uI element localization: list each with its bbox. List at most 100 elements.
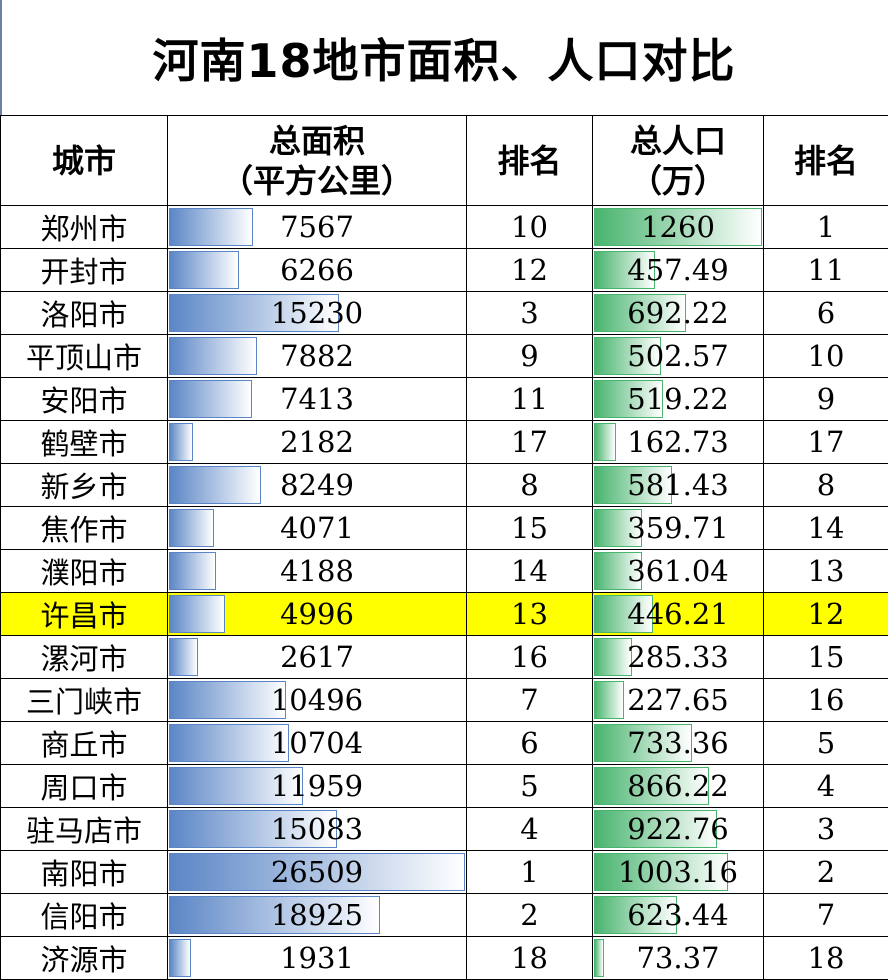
city-cell: 安阳市 [0, 377, 168, 421]
pop-rank-cell: 1 [763, 205, 888, 249]
area-rank-cell-value: 14 [511, 554, 548, 588]
city-cell: 洛阳市 [0, 291, 168, 335]
area-rank-cell: 6 [466, 721, 593, 765]
population-data-bar [594, 294, 686, 332]
area-rank-cell: 7 [466, 678, 593, 722]
pop-rank-cell-value: 14 [807, 511, 845, 545]
area-data-bar [169, 853, 465, 891]
table-row: 南阳市 26509 1 1003.16 2 [0, 850, 888, 894]
area-data-bar [169, 380, 252, 418]
pop-rank-cell-value: 10 [807, 339, 845, 373]
pop-rank-cell: 3 [763, 807, 888, 851]
area-cell-value: 4071 [280, 511, 354, 545]
pop-rank-cell-value: 9 [816, 382, 836, 416]
population-data-bar [594, 681, 624, 719]
population-cell: 502.57 [592, 334, 764, 378]
area-cell: 1931 [167, 936, 467, 980]
population-cell-value: 692.22 [627, 296, 729, 330]
area-cell: 4188 [167, 549, 467, 593]
area-rank-cell: 3 [466, 291, 593, 335]
population-cell: 519.22 [592, 377, 764, 421]
area-data-bar [169, 681, 286, 719]
area-data-bar [169, 423, 193, 461]
pop-rank-cell-value: 11 [807, 253, 845, 287]
area-rank-cell: 10 [466, 205, 593, 249]
city-cell-value: 郑州市 [40, 212, 128, 246]
pop-rank-cell: 4 [763, 764, 888, 808]
area-cell-value: 11959 [270, 769, 364, 803]
pop-rank-cell-value: 18 [807, 941, 845, 975]
pop-rank-cell: 13 [763, 549, 888, 593]
city-cell-value: 商丘市 [40, 728, 128, 762]
area-cell: 4071 [167, 506, 467, 550]
area-data-bar [169, 939, 191, 977]
area-cell: 7567 [167, 205, 467, 249]
area-rank-cell: 2 [466, 893, 593, 937]
area-cell-value: 2617 [280, 640, 354, 674]
city-cell-value: 开封市 [40, 255, 128, 289]
city-cell-value: 周口市 [40, 771, 128, 805]
city-cell-value: 漯河市 [40, 642, 128, 676]
population-cell-value: 922.76 [627, 812, 729, 846]
area-rank-cell-value: 12 [511, 253, 548, 287]
area-rank-cell-value: 2 [520, 898, 539, 932]
area-rank-cell: 17 [466, 420, 593, 464]
area-rank-cell: 12 [466, 248, 593, 292]
area-cell: 15230 [167, 291, 467, 335]
area-cell: 26509 [167, 850, 467, 894]
population-cell-value: 502.57 [627, 339, 729, 373]
area-data-bar [169, 509, 214, 547]
population-cell-value: 73.37 [636, 941, 720, 975]
table-row: 许昌市 4996 13 446.21 12 [0, 592, 888, 636]
city-cell: 济源市 [0, 936, 168, 980]
population-data-bar [594, 724, 692, 762]
table-row: 安阳市 7413 11 519.22 9 [0, 377, 888, 421]
population-cell: 866.22 [592, 764, 764, 808]
area-cell-value: 4188 [280, 554, 354, 588]
area-rank-cell-value: 3 [520, 296, 539, 330]
area-cell-value: 2182 [280, 425, 354, 459]
table-row: 漯河市 2617 16 285.33 15 [0, 635, 888, 679]
pop-rank-cell-value: 13 [807, 554, 845, 588]
table-row: 濮阳市 4188 14 361.04 13 [0, 549, 888, 593]
area-cell: 11959 [167, 764, 467, 808]
area-cell: 10496 [167, 678, 467, 722]
area-cell-value: 7413 [280, 382, 354, 416]
area-cell-value: 7567 [280, 210, 354, 244]
population-cell-value: 162.73 [627, 425, 729, 459]
area-rank-cell: 5 [466, 764, 593, 808]
area-rank-cell: 13 [466, 592, 593, 636]
area-rank-cell-value: 7 [520, 683, 539, 717]
area-cell: 7882 [167, 334, 467, 378]
pop-rank-cell: 8 [763, 463, 888, 507]
area-rank-cell-value: 8 [520, 468, 539, 502]
population-cell: 581.43 [592, 463, 764, 507]
pop-rank-cell-value: 2 [816, 855, 836, 889]
population-cell: 162.73 [592, 420, 764, 464]
city-cell: 信阳市 [0, 893, 168, 937]
header-pop-rank: 排名 [763, 115, 888, 206]
area-rank-cell: 18 [466, 936, 593, 980]
table-row: 焦作市 4071 15 359.71 14 [0, 506, 888, 550]
city-cell-value: 新乡市 [40, 470, 128, 504]
header-area: 总面积 （平方公里） [167, 115, 467, 206]
area-cell: 2182 [167, 420, 467, 464]
city-cell-value: 三门峡市 [25, 685, 142, 719]
table-row: 商丘市 10704 6 733.36 5 [0, 721, 888, 765]
pop-rank-cell-value: 5 [816, 726, 836, 760]
area-rank-cell-value: 16 [511, 640, 548, 674]
area-cell: 4996 [167, 592, 467, 636]
population-cell-value: 457.49 [627, 253, 729, 287]
area-cell: 6266 [167, 248, 467, 292]
area-cell: 15083 [167, 807, 467, 851]
area-rank-cell: 16 [466, 635, 593, 679]
header-area-rank: 排名 [466, 115, 593, 206]
area-rank-cell-value: 9 [520, 339, 539, 373]
population-cell-value: 519.22 [627, 382, 729, 416]
city-cell: 商丘市 [0, 721, 168, 765]
population-data-bar [594, 767, 709, 805]
pop-rank-cell: 10 [763, 334, 888, 378]
pop-rank-cell-value: 16 [807, 683, 845, 717]
population-cell-value: 446.21 [627, 597, 729, 631]
population-cell: 1003.16 [592, 850, 764, 894]
